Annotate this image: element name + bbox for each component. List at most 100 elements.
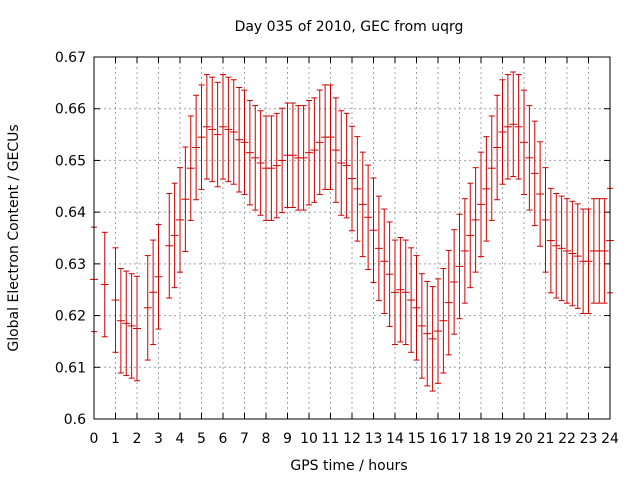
x-tick-label: 3	[154, 431, 163, 447]
data-point	[186, 115, 195, 221]
data-point	[310, 97, 319, 203]
data-point	[219, 74, 227, 180]
data-point	[552, 193, 561, 299]
data-point	[417, 273, 426, 379]
data-point	[514, 74, 523, 180]
y-tick-label: 0.62	[55, 309, 86, 325]
x-tick-label: 11	[322, 431, 340, 447]
x-tick-label: 13	[365, 431, 383, 447]
y-axis-label: Global Electron Content / GECUs	[6, 124, 22, 351]
data-point	[434, 278, 442, 384]
data-point	[299, 105, 308, 211]
data-point	[546, 187, 555, 294]
data-point	[536, 141, 545, 247]
data-point	[181, 146, 190, 252]
plot-frame	[93, 56, 611, 420]
data-point	[315, 89, 324, 196]
data-point	[100, 231, 109, 338]
x-tick-label: 16	[429, 431, 447, 447]
data-point	[176, 167, 184, 273]
data-point	[342, 112, 351, 219]
data-point	[439, 268, 448, 374]
data-point	[455, 213, 464, 320]
data-point	[385, 221, 394, 327]
x-axis-label: GPS time / hours	[290, 458, 407, 474]
x-tick-label: 24	[601, 431, 619, 447]
data-point	[466, 182, 475, 289]
data-point	[245, 99, 254, 206]
data-point	[396, 236, 405, 343]
x-tick-label: 21	[537, 431, 555, 447]
x-tick-label: 1	[111, 431, 120, 447]
data-point	[460, 198, 469, 304]
x-tick-label: 4	[176, 431, 185, 447]
data-point	[412, 255, 421, 361]
data-point	[202, 74, 211, 180]
data-point	[305, 99, 313, 206]
data-point	[154, 224, 163, 330]
data-point	[272, 112, 281, 219]
data-point	[170, 182, 179, 289]
data-point	[568, 200, 577, 307]
data-point	[337, 110, 346, 216]
x-tick-label: 23	[580, 431, 598, 447]
data-point	[423, 280, 432, 387]
data-point	[116, 268, 125, 374]
x-tick-label: 7	[240, 431, 249, 447]
x-tick-label: 0	[90, 431, 99, 447]
data-point	[197, 84, 206, 190]
data-point	[111, 247, 120, 353]
data-point	[262, 115, 270, 221]
data-point	[509, 71, 518, 177]
data-point	[143, 255, 152, 361]
data-point	[149, 239, 158, 346]
data-point	[229, 79, 238, 185]
data-point	[482, 136, 491, 242]
data-point	[471, 167, 480, 273]
x-tick-label: 20	[515, 431, 533, 447]
y-tick-label: 0.61	[55, 360, 86, 376]
data-point	[487, 115, 496, 221]
data-point	[122, 270, 131, 377]
x-tick-label: 5	[197, 431, 206, 447]
y-tick-label: 0.65	[55, 153, 86, 169]
data-point	[192, 94, 201, 201]
data-point	[520, 89, 528, 196]
grid	[94, 57, 610, 419]
data-point	[326, 84, 335, 190]
data-point	[380, 208, 389, 315]
x-tick-label: 17	[451, 431, 469, 447]
data-point	[127, 273, 136, 379]
data-point	[235, 87, 244, 193]
data-point	[331, 97, 340, 203]
y-tick-label: 0.64	[55, 205, 86, 221]
data-point	[573, 203, 582, 309]
data-point	[288, 102, 297, 208]
data-point	[541, 167, 550, 273]
y-tick-label: 0.66	[55, 102, 86, 118]
x-tick-label: 2	[133, 431, 142, 447]
x-tick-label: 22	[558, 431, 576, 447]
y-tick-label: 0.67	[55, 50, 86, 66]
data-point	[348, 125, 356, 232]
data-point	[477, 151, 485, 258]
axis-ticks: 0.60.610.620.630.640.650.660.670 1 2 3 4 5 6 7 8…	[55, 50, 619, 447]
x-tick-label: 14	[386, 431, 404, 447]
data-point	[208, 76, 217, 183]
data-point	[358, 151, 367, 258]
data-point	[353, 136, 362, 242]
x-tick-label: 12	[343, 431, 361, 447]
data-point	[256, 110, 265, 216]
data-point	[213, 81, 222, 188]
data-point	[374, 195, 383, 302]
data-point	[600, 198, 609, 304]
data-point	[224, 76, 233, 183]
data-point	[493, 94, 502, 201]
data-point	[444, 249, 453, 356]
data-point	[240, 89, 249, 196]
data-point	[364, 164, 373, 271]
data-point	[530, 120, 539, 227]
data-point	[557, 195, 566, 302]
y-tick-label: 0.6	[64, 412, 86, 428]
